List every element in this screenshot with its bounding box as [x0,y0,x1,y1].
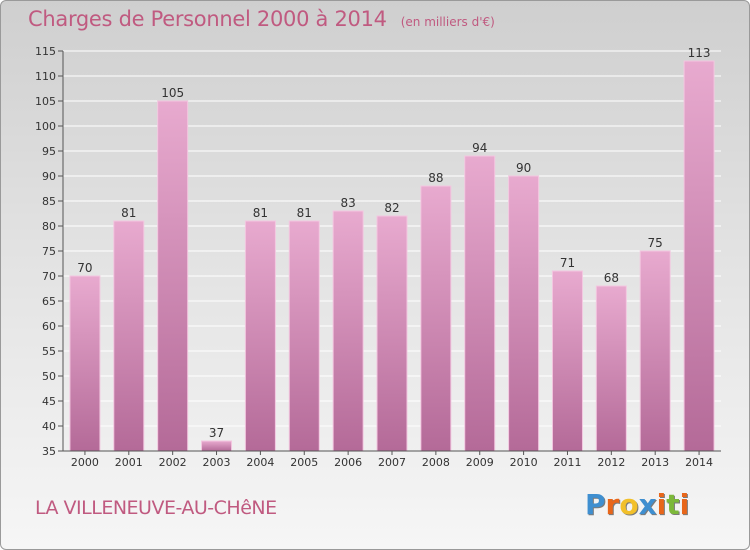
value-label-2008: 88 [428,171,443,185]
y-tick-label: 65 [42,295,56,308]
bar-2000 [69,275,101,452]
y-tick-label: 100 [35,120,56,133]
y-tick-label: 105 [35,95,56,108]
y-tick-label: 90 [42,170,56,183]
bar-2003 [201,440,233,452]
value-label-2007: 82 [384,201,399,215]
logo-letter: x [638,488,657,521]
value-label-2000: 70 [77,261,92,275]
x-tick-label-2014: 2014 [685,456,713,469]
x-tick-label-2012: 2012 [597,456,625,469]
bar-2002 [157,100,189,452]
y-tick-label: 85 [42,195,56,208]
bar-2010 [508,175,540,452]
y-tick-label: 110 [35,70,56,83]
bars [69,60,715,452]
proxiti-logo[interactable]: Proxiti [585,488,689,521]
bar-2011 [551,270,583,452]
bar-2001 [113,220,145,452]
chart-subtitle: (en milliers d'€) [400,15,495,29]
value-label-2001: 81 [121,206,136,220]
title-text: Charges de Personnel 2000 à 2014 [28,7,387,31]
bar-2009 [464,155,496,452]
bar-2005 [288,220,320,452]
y-tick-label: 50 [42,370,56,383]
logo-letter: r [605,488,620,521]
y-tick-label: 70 [42,270,56,283]
value-label-2010: 90 [516,161,531,175]
value-label-2004: 81 [253,206,268,220]
bar-2004 [244,220,276,452]
x-tick-label-2011: 2011 [553,456,581,469]
value-label-2009: 94 [472,141,487,155]
bar-2012 [595,285,627,452]
x-tick-label-2002: 2002 [159,456,187,469]
x-tick-label-2007: 2007 [378,456,406,469]
logo-letter: o [619,488,639,521]
y-tick-label: 60 [42,320,56,333]
x-tick-label-2003: 2003 [203,456,231,469]
x-tick-label-2000: 2000 [71,456,99,469]
y-tick-label: 40 [42,420,56,433]
bar-2008 [420,185,452,452]
value-label-2012: 68 [604,271,619,285]
bar-2006 [332,210,364,452]
bar-2014 [683,60,715,452]
value-label-2005: 81 [297,206,312,220]
logo-letter: i [679,488,690,521]
axes [58,50,721,455]
y-tick-label: 115 [35,45,56,58]
y-tick-label: 55 [42,345,56,358]
x-tick-label-2001: 2001 [115,456,143,469]
logo-letter: i [656,488,667,521]
x-tick-label-2010: 2010 [510,456,538,469]
y-tick-label: 35 [42,445,56,458]
x-tick-label-2006: 2006 [334,456,362,469]
labels: 35 40 45 50 55 60 65 70 75 80 85 90 95 100 105 110 115 70… [35,45,713,469]
y-tick-label: 45 [42,395,56,408]
bar-2007 [376,215,408,452]
x-tick-label-2004: 2004 [246,456,274,469]
y-tick-label: 95 [42,145,56,158]
x-tick-label-2009: 2009 [466,456,494,469]
bar-2013 [639,250,671,452]
x-tick-label-2005: 2005 [290,456,318,469]
value-label-2011: 71 [560,256,575,270]
value-label-2014: 113 [688,46,711,60]
value-label-2006: 83 [340,196,355,210]
x-tick-label-2013: 2013 [641,456,669,469]
x-tick-label-2008: 2008 [422,456,450,469]
y-tick-label: 80 [42,220,56,233]
value-label-2002: 105 [161,86,184,100]
town-name: LA VILLENEUVE-AU-CHêNE [35,497,277,519]
logo-letter: t [666,488,680,521]
value-label-2013: 75 [648,236,663,250]
chart-title: Charges de Personnel 2000 à 2014 (en mill… [28,7,495,31]
y-tick-label: 75 [42,245,56,258]
logo-letter: P [585,488,606,521]
value-label-2003: 37 [209,426,224,440]
